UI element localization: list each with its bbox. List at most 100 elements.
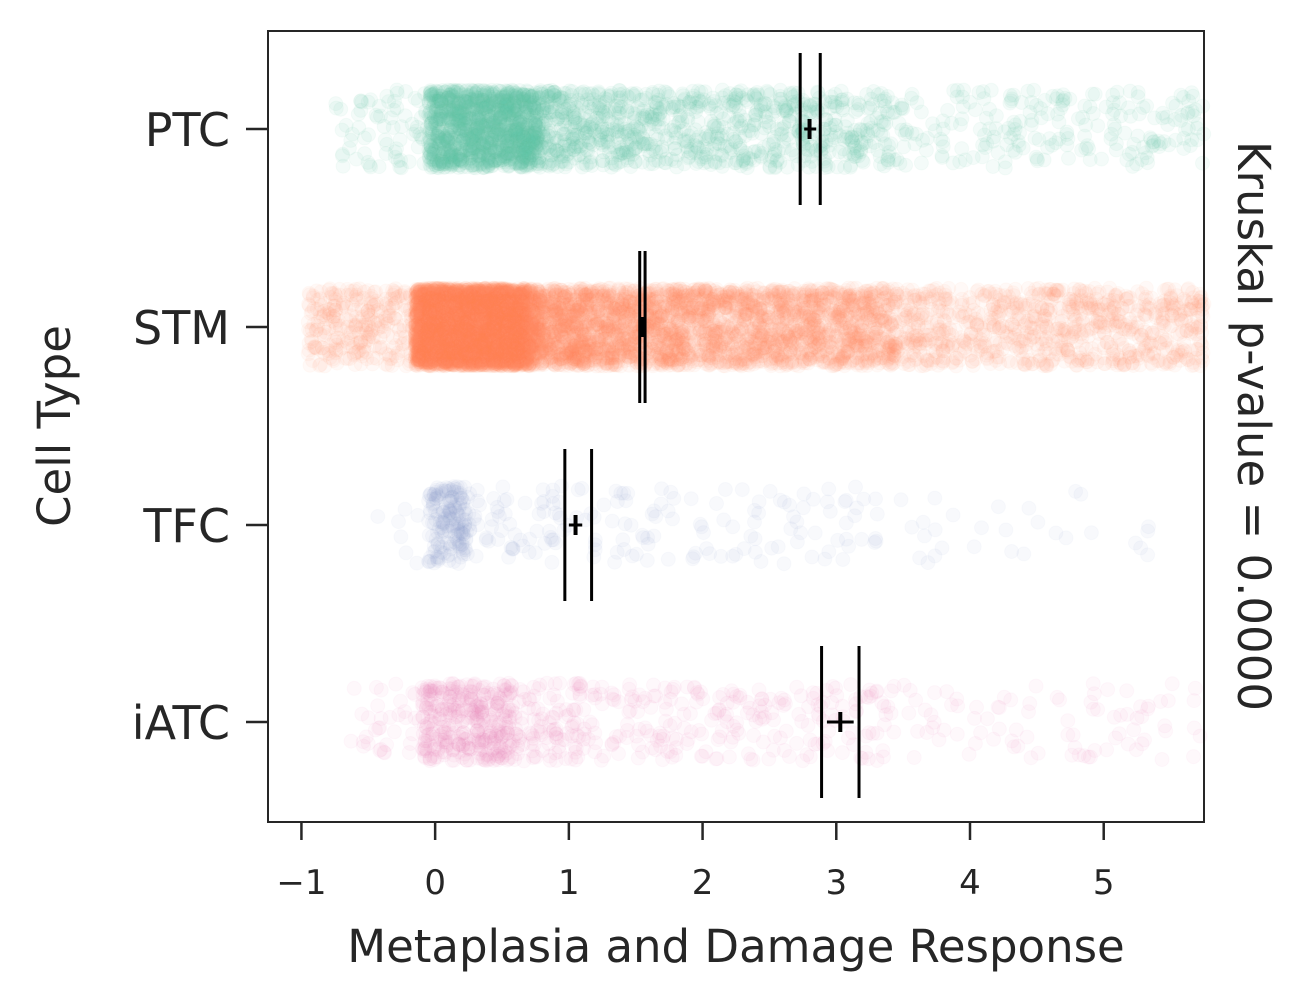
data-point [716,120,732,135]
data-point [328,100,344,116]
data-point [574,85,589,101]
data-point [997,124,1012,140]
data-point [441,112,457,128]
data-point [949,82,965,98]
data-point [680,133,696,149]
data-point [440,82,456,98]
data-point [457,142,473,158]
data-point [759,83,775,99]
data-point [657,155,673,170]
data-point [556,126,572,142]
data-point [456,112,472,128]
data-point [451,113,467,129]
data-point [954,141,970,157]
data-point [525,131,541,147]
data-point [783,146,799,162]
data-point [676,156,692,172]
data-point [492,150,508,166]
data-point [776,140,792,156]
data-point [1023,117,1039,133]
data-point [952,117,968,133]
data-point [729,114,745,130]
data-point [940,102,956,118]
data-point [824,132,840,148]
data-point [482,89,498,105]
data-point [501,146,517,162]
data-point [451,157,467,173]
data-point [985,159,1001,174]
data-point [554,90,570,106]
data-point [765,98,781,114]
data-point [688,95,704,111]
data-point [523,156,539,172]
data-point [705,90,721,106]
data-point [664,151,680,167]
data-point [460,99,476,115]
data-point [486,91,502,107]
data-point [564,129,580,145]
data-point [608,157,624,173]
data-point [610,144,626,160]
data-point [982,101,997,117]
data-point [541,88,557,104]
data-point [1026,82,1042,98]
data-point [776,133,792,149]
data-point [844,134,860,150]
data-point [904,125,920,141]
data-point [1181,93,1197,109]
data-point [876,114,891,129]
data-point [642,147,658,163]
series-points-ptc [328,82,1212,176]
data-point [625,142,640,158]
data-point [957,152,973,168]
data-point [578,157,594,173]
data-point [913,155,929,171]
data-point [472,115,488,131]
data-point [503,123,519,139]
data-point [695,145,711,161]
data-point [1195,155,1210,171]
data-point [945,155,961,171]
data-point [746,88,762,104]
data-point [1094,151,1109,167]
data-point [848,104,864,120]
data-point [772,82,788,98]
data-point [530,129,546,145]
data-point [697,131,713,147]
data-point [823,127,839,143]
data-point [442,146,458,162]
data-point [974,149,990,165]
data-point [1002,95,1018,111]
data-point [1085,86,1100,102]
data-point [748,112,764,128]
data-point [472,157,488,173]
data-point [1105,106,1121,122]
data-point [581,99,597,115]
data-point [750,143,766,159]
data-point [458,112,474,128]
data-point [567,114,583,130]
data-point [541,105,557,120]
data-points [300,82,1212,769]
data-point [557,114,573,129]
data-point [810,85,826,101]
data-point [465,140,481,156]
data-point [1061,150,1076,166]
data-point [484,99,500,115]
data-point [1055,93,1071,109]
data-point [1059,127,1075,142]
data-point [604,122,620,137]
data-point [883,136,899,152]
series-points-stm [300,280,1212,374]
data-point [1176,141,1192,156]
data-point [436,99,452,115]
data-point [423,84,439,100]
data-point [599,92,615,108]
data-point [1134,152,1150,168]
data-point [371,98,387,114]
data-point [1103,131,1119,147]
data-point [498,138,514,154]
data-point [547,142,563,158]
data-point [1123,108,1139,124]
